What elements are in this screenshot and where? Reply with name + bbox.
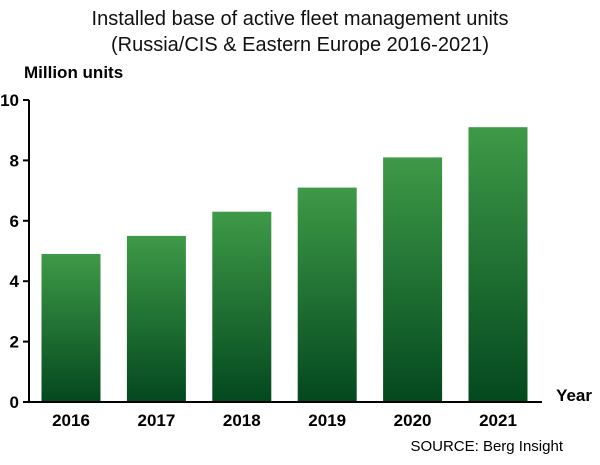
x-tick-label-2020: 2020 (394, 411, 432, 430)
bar-2020 (383, 157, 443, 402)
x-tick-label-2017: 2017 (137, 411, 175, 430)
y-tick-label-0: 0 (10, 393, 19, 412)
bar-2016 (41, 254, 101, 402)
chart-subtitle: (Russia/CIS & Eastern Europe 2016-2021) (111, 34, 489, 56)
y-tick-label-4: 4 (10, 272, 20, 291)
y-axis-ticks: 0 2 4 6 8 10 (0, 91, 29, 412)
y-axis-title: Million units (24, 63, 123, 82)
bar-2018 (212, 211, 272, 402)
x-tick-label-2019: 2019 (308, 411, 346, 430)
x-tick-label-2016: 2016 (52, 411, 90, 430)
y-tick-label-2: 2 (10, 333, 19, 352)
y-tick-label-8: 8 (10, 151, 19, 170)
chart-title: Installed base of active fleet managemen… (92, 8, 509, 30)
bars (41, 127, 528, 402)
x-axis-title: Year (556, 386, 592, 405)
bar-2021 (468, 127, 528, 402)
x-tick-label-2018: 2018 (223, 411, 261, 430)
y-tick-label-6: 6 (10, 212, 19, 231)
y-tick-label-10: 10 (0, 91, 19, 110)
x-axis-ticks: 2016 2017 2018 2019 2020 2021 (52, 411, 517, 430)
source-note: SOURCE: Berg Insight (410, 438, 563, 455)
bar-2017 (126, 235, 186, 402)
bar-2019 (297, 187, 357, 402)
x-tick-label-2021: 2021 (479, 411, 517, 430)
